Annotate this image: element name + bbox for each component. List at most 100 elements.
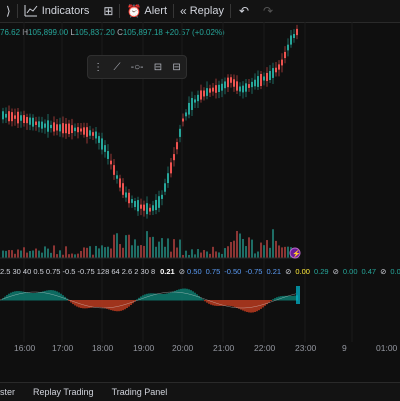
oscillator-bar <box>158 293 160 301</box>
oscillator-bar <box>262 300 264 308</box>
indicators-button[interactable]: Indicators <box>24 4 89 18</box>
range-lines-icon[interactable]: ⊟ <box>172 61 181 73</box>
volume-bar <box>44 246 46 258</box>
trend-line-icon[interactable]: ⟋ <box>113 61 121 73</box>
volume-bar <box>170 251 172 258</box>
candle-body <box>92 132 94 136</box>
candle-body <box>191 98 193 110</box>
volume-bar <box>14 253 16 258</box>
slashed-circle-icon[interactable]: ⊘ <box>285 266 292 276</box>
horizontal-ray-icon[interactable]: -○- <box>130 61 144 73</box>
candle-body <box>188 102 190 115</box>
candle-body <box>170 162 172 174</box>
volume-bar <box>197 249 199 258</box>
candle-body <box>29 117 31 125</box>
oscillator-bar <box>226 300 228 306</box>
oscillator-bar <box>272 299 274 301</box>
volume-bar <box>47 248 49 258</box>
alert-button[interactable]: ⏰ Alert <box>126 4 167 18</box>
slashed-circle-icon[interactable]: ⊘ <box>178 266 186 276</box>
candle-body <box>125 192 127 198</box>
lightning-icon <box>289 247 301 259</box>
drag-handle-icon[interactable]: ⋮ <box>93 61 104 73</box>
oscillator-bar <box>260 300 262 309</box>
parallel-channel-icon[interactable]: ⊟ <box>153 61 163 73</box>
oscillator-bar <box>216 300 218 306</box>
oscillator-bar <box>102 300 104 308</box>
close-key: C <box>117 28 123 37</box>
oscillator-bar <box>246 300 248 312</box>
oscillator-bar <box>114 300 116 312</box>
slashed-circle-icon[interactable]: ⊘ <box>380 266 387 276</box>
time-axis-label: 20:00 <box>172 343 194 353</box>
oscillator-bar <box>228 300 230 306</box>
low-key: L <box>70 28 75 37</box>
volume-bar <box>164 246 166 258</box>
rewind-icon: « <box>180 4 187 18</box>
volume-bar <box>2 250 4 258</box>
undo-icon[interactable]: ↶ <box>238 4 250 18</box>
indicator-value: 0.00 <box>295 266 310 276</box>
layout-grid-icon[interactable]: ⊞ <box>103 4 114 18</box>
oscillator-bar <box>170 292 172 301</box>
volume-bar <box>230 241 232 258</box>
oscillator-bar <box>116 300 118 312</box>
bottom-tab[interactable]: Replay Trading <box>33 387 94 397</box>
volume-bar <box>218 252 220 258</box>
replay-button[interactable]: « Replay <box>180 4 224 18</box>
slashed-circle-icon[interactable]: ⊘ <box>332 266 339 276</box>
oscillator-bar <box>286 295 288 301</box>
candle-body <box>110 160 112 165</box>
volume-bar <box>110 248 112 258</box>
oscillator-edge-marker <box>296 286 300 304</box>
bottom-tab[interactable]: ster <box>0 387 16 397</box>
volume-bar <box>278 245 280 258</box>
volume-bar <box>107 246 109 258</box>
volume-bar <box>92 254 94 258</box>
candle-body <box>134 201 136 207</box>
oscillator-bar <box>26 292 28 301</box>
time-axis-label: 21:00 <box>213 343 235 353</box>
candle-body <box>158 196 160 208</box>
redo-icon[interactable]: ↷ <box>263 4 274 18</box>
candle-body <box>245 83 247 92</box>
volume-bar <box>155 246 157 258</box>
candle-body <box>236 81 238 91</box>
volume-bar <box>284 246 286 258</box>
volume-bar <box>152 236 154 258</box>
volume-bar <box>242 238 244 258</box>
candle-body <box>32 117 34 127</box>
candle-body <box>137 200 139 212</box>
oscillator-bar <box>54 290 56 301</box>
oscillator-bar <box>6 295 8 301</box>
volume-bar <box>50 252 52 258</box>
oscillator-bar <box>50 290 52 301</box>
candle-body <box>278 64 280 70</box>
volume-bar <box>98 248 100 258</box>
oscillator-bar <box>88 300 90 309</box>
oscillator-bar <box>264 300 266 306</box>
indicator-value: 0.00 <box>342 266 358 276</box>
time-axis-label: 23:00 <box>295 343 317 353</box>
indicator-value: -0.75 <box>245 266 263 276</box>
indicator-value: 0.47 <box>361 266 377 276</box>
toolbar-divider <box>119 4 121 18</box>
oscillator-bar <box>266 300 268 305</box>
candle-body <box>116 175 118 179</box>
indicator-value: 0.29 <box>313 266 329 276</box>
oscillator-bar <box>204 300 206 302</box>
chart-type-icon[interactable]: ⟩ <box>6 4 11 18</box>
indicator-highlight: 0.21 <box>160 266 175 276</box>
time-axis-label: 9 <box>342 343 347 353</box>
candle-body <box>224 81 226 89</box>
oscillator-bar <box>112 300 114 311</box>
candle-body <box>239 86 241 92</box>
volume-bar <box>119 244 121 258</box>
oscillator-bar <box>210 300 212 305</box>
bottom-tab[interactable]: Trading Panel <box>111 387 168 397</box>
toolbar-divider <box>16 4 18 18</box>
volume-bar <box>245 246 247 258</box>
oscillator-bar <box>224 300 226 306</box>
volume-bar <box>77 253 79 258</box>
